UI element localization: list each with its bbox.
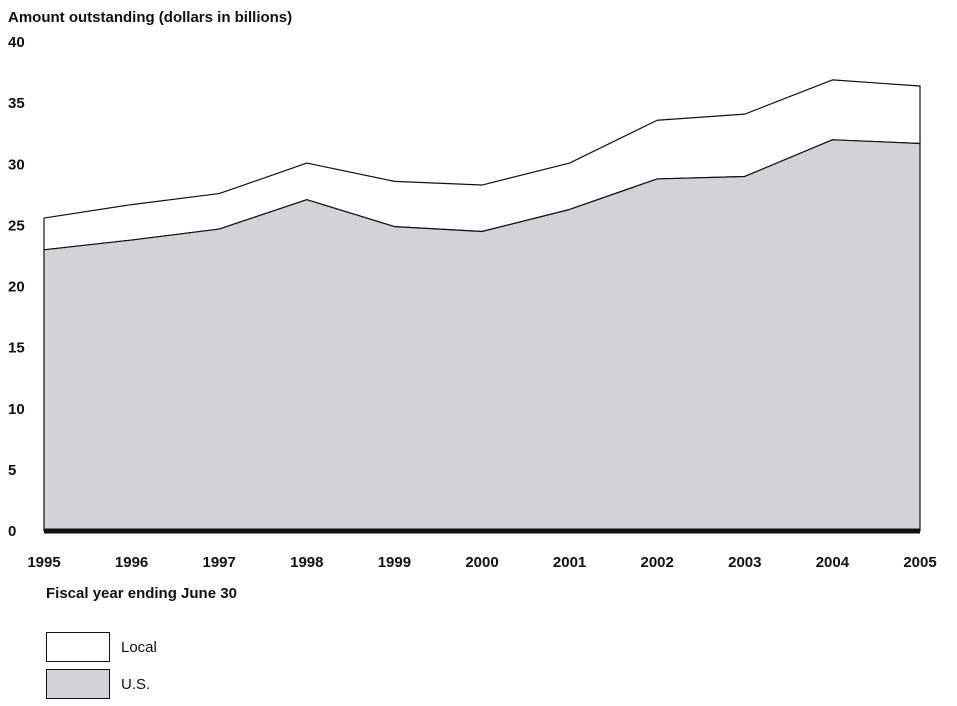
x-tick-label: 1996	[115, 554, 148, 571]
y-tick-label: 40	[8, 34, 25, 51]
x-tick-label: 1995	[27, 554, 60, 571]
y-tick-label: 30	[8, 156, 25, 173]
y-tick-label: 35	[8, 95, 25, 112]
x-tick-label: 2003	[728, 554, 761, 571]
y-tick-label: 5	[8, 462, 16, 479]
legend-label-local: Local	[121, 638, 157, 656]
y-tick-label: 10	[8, 401, 25, 418]
legend: Local U.S.	[46, 632, 157, 706]
x-tick-label: 1998	[290, 554, 323, 571]
y-axis-title: Amount outstanding (dollars in billions)	[8, 9, 293, 26]
series-area-us	[43, 139, 921, 532]
x-tick-label: 2005	[903, 554, 936, 571]
x-tick-label: 2002	[641, 554, 674, 571]
x-tick-label: 2000	[465, 554, 498, 571]
y-tick-label: 25	[8, 217, 25, 234]
legend-swatch-us	[46, 669, 110, 699]
x-tick-label: 2001	[553, 554, 586, 571]
y-tick-label: 15	[8, 340, 25, 357]
legend-label-us: U.S.	[121, 675, 151, 693]
x-tick-label: 1999	[378, 554, 411, 571]
x-axis-title: Fiscal year ending June 30	[46, 585, 237, 602]
legend-item-us: U.S.	[46, 669, 157, 699]
x-tick-label: 2004	[816, 554, 850, 571]
y-tick-label: 20	[8, 279, 25, 296]
x-tick-label: 1997	[203, 554, 236, 571]
legend-item-local: Local	[46, 632, 157, 662]
y-tick-label: 0	[8, 523, 16, 540]
legend-swatch-local	[46, 632, 110, 662]
